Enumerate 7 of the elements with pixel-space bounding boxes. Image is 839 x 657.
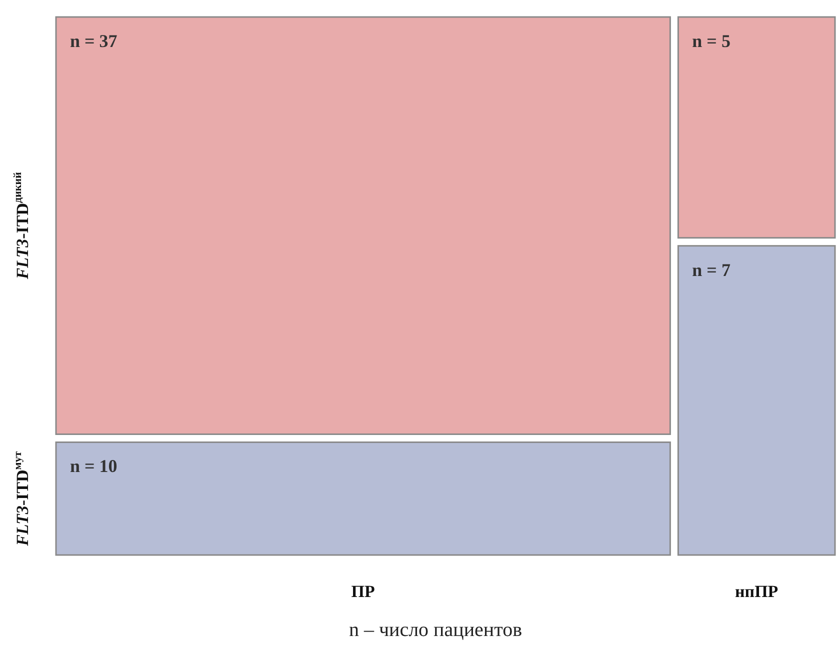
category-label: ПР [351, 582, 375, 601]
data-label: n = 7 [692, 260, 730, 280]
text: n – число пациентов [348, 619, 522, 641]
data-label: n = 5 [692, 31, 730, 51]
category-label: нпПР [734, 582, 778, 601]
data-label: n = 37 [70, 31, 118, 51]
data-label: n = 10 [70, 456, 118, 476]
